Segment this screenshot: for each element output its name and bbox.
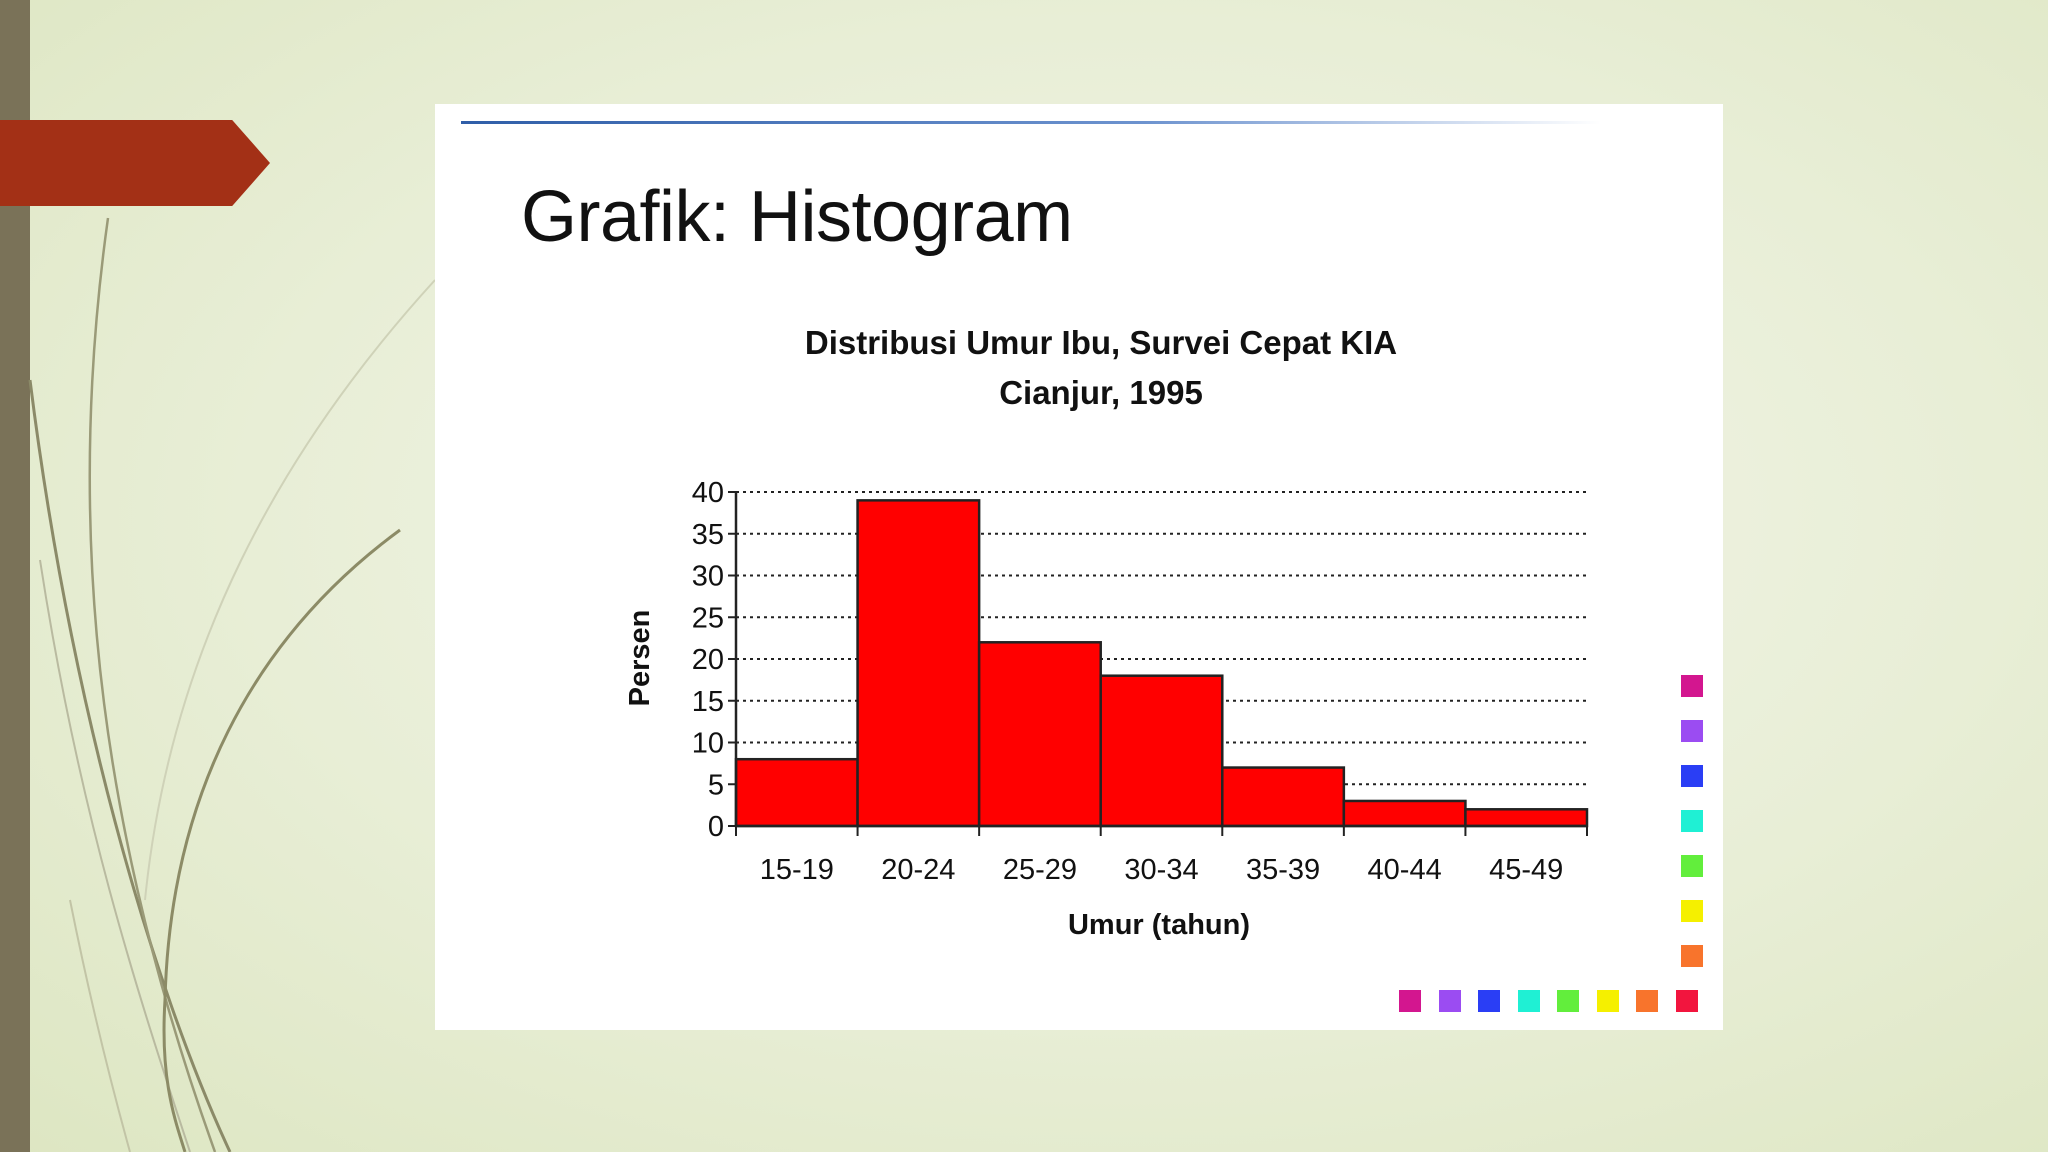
y-tick-label: 25: [692, 602, 724, 634]
y-ticks: 0 5 10 15 20 25 30 35 40: [692, 477, 736, 843]
x-tick-label: 15-19: [760, 854, 834, 886]
slide-card: Grafik: Histogram Distribusi Umur Ibu, S…: [435, 104, 1723, 1030]
title-rule: [461, 121, 1601, 124]
bar-30-34: [1099, 674, 1224, 828]
bar-15-19: [734, 757, 859, 828]
color-square-vertical: [1681, 945, 1703, 967]
bar-40-44: [1342, 799, 1467, 828]
chart-title: Distribusi Umur Ibu, Survei Cepat KIA: [805, 324, 1397, 361]
y-tick-label: 20: [692, 644, 724, 676]
chart-subtitle: Cianjur, 1995: [999, 374, 1203, 411]
x-axis-label: Umur (tahun): [1068, 909, 1250, 941]
slide-title: Grafik: Histogram: [521, 177, 1073, 257]
x-tick-label: 35-39: [1246, 854, 1320, 886]
bar-20-24: [856, 499, 981, 828]
color-square-horizontal: [1478, 990, 1500, 1012]
y-tick-label: 5: [708, 769, 724, 801]
x-tick-label: 25-29: [1003, 854, 1077, 886]
y-tick-label: 35: [692, 519, 724, 551]
color-square-vertical: [1681, 675, 1703, 697]
histogram-chart: Distribusi Umur Ibu, Survei Cepat KIA Ci…: [624, 324, 1589, 941]
color-square-horizontal: [1557, 990, 1579, 1012]
color-square-vertical: [1681, 720, 1703, 742]
color-square-horizontal: [1636, 990, 1658, 1012]
color-square-vertical: [1681, 765, 1703, 787]
bar-25-29: [977, 641, 1102, 828]
x-tick-label: 45-49: [1489, 854, 1563, 886]
color-square-horizontal: [1596, 990, 1619, 1012]
color-square-vertical: [1681, 900, 1703, 922]
bar-45-49: [1464, 808, 1589, 828]
x-ticks: 15-19 20-24 25-29 30-34 35-39 40-44 45-49: [735, 826, 1588, 886]
y-tick-label: 10: [692, 728, 724, 760]
y-tick-label: 30: [692, 561, 724, 593]
arrow-tab-decoration: [0, 120, 270, 206]
x-tick-label: 20-24: [881, 854, 955, 886]
y-axis-label: Persen: [624, 610, 656, 707]
color-square-horizontal: [1399, 990, 1421, 1012]
y-tick-label: 40: [692, 477, 724, 509]
y-tick-label: 15: [692, 686, 724, 718]
color-square-horizontal: [1438, 990, 1461, 1012]
x-tick-label: 40-44: [1368, 854, 1442, 886]
y-tick-label: 0: [708, 811, 724, 843]
bar-35-39: [1221, 766, 1346, 828]
color-square-vertical: [1681, 855, 1703, 877]
color-square-vertical: [1681, 810, 1703, 832]
bars: [734, 499, 1589, 828]
color-square-horizontal: [1517, 990, 1540, 1012]
color-square-horizontal: [1675, 990, 1698, 1012]
x-tick-label: 30-34: [1124, 854, 1198, 886]
